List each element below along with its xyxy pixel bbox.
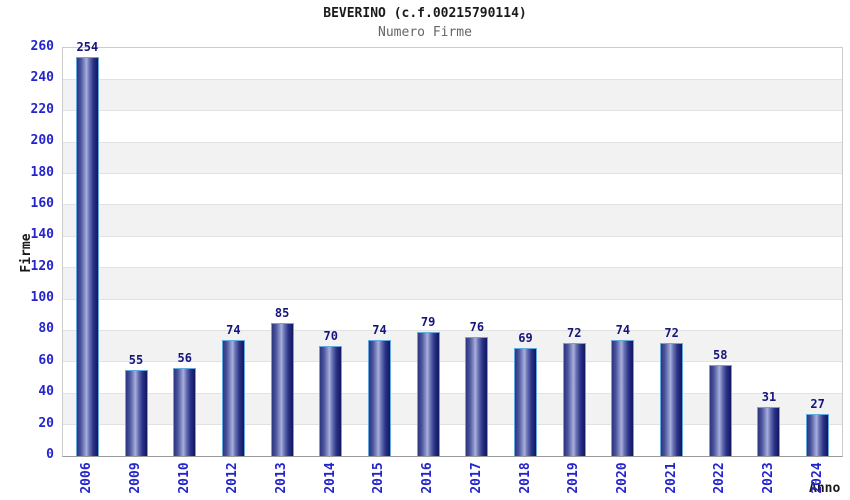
bar-value-label: 74 bbox=[615, 322, 631, 337]
chart-title: BEVERINO (c.f.00215790114) bbox=[323, 6, 527, 21]
y-tick-label: 80 bbox=[38, 321, 54, 337]
y-tick-label: 60 bbox=[38, 352, 54, 368]
y-tick-label: 100 bbox=[30, 290, 54, 306]
bar bbox=[611, 339, 635, 456]
y-tick-label: 0 bbox=[46, 447, 54, 462]
bar-value-label: 69 bbox=[518, 330, 533, 345]
gridline bbox=[63, 173, 842, 175]
bar-value-label: 72 bbox=[664, 326, 679, 341]
bar-value-label: 74 bbox=[372, 322, 387, 337]
y-tick-label: 260 bbox=[30, 39, 54, 54]
gridline bbox=[63, 424, 842, 426]
bar bbox=[806, 413, 830, 456]
bar-value-label: 27 bbox=[810, 396, 825, 411]
bar-value-label: 58 bbox=[713, 348, 728, 362]
y-tick-label: 140 bbox=[30, 227, 54, 243]
x-tick-label: 2016 bbox=[420, 462, 436, 494]
x-tick-label: 2014 bbox=[322, 462, 338, 494]
x-tick-label: 2024 bbox=[809, 462, 825, 494]
bar bbox=[124, 369, 148, 456]
x-tick-label: 2022 bbox=[712, 462, 728, 494]
gridline bbox=[63, 110, 842, 112]
plot-band bbox=[63, 79, 842, 111]
bar-value-label: 31 bbox=[761, 390, 777, 405]
y-tick-label: 20 bbox=[38, 415, 54, 431]
x-tick-label: 2013 bbox=[274, 462, 290, 494]
x-tick-label: 2018 bbox=[517, 462, 533, 494]
bar bbox=[75, 57, 99, 456]
y-tick-label: 40 bbox=[38, 384, 54, 400]
gridline bbox=[63, 329, 842, 331]
gridline bbox=[63, 235, 842, 237]
x-axis-title: Anno bbox=[809, 481, 841, 496]
bar bbox=[270, 322, 294, 456]
bar-value-label: 74 bbox=[226, 322, 241, 337]
gridline bbox=[63, 204, 842, 206]
y-tick-label: 220 bbox=[30, 101, 54, 117]
bar-value-label: 76 bbox=[469, 319, 485, 334]
bar bbox=[757, 407, 781, 456]
x-tick-label: 2020 bbox=[614, 462, 630, 494]
plot-area: 254 55 56 74 85 70 74 79 76 69 72 74 72 58 31 27 bbox=[62, 40, 843, 457]
y-tick-label: 200 bbox=[30, 133, 54, 149]
plot-band bbox=[63, 267, 842, 300]
x-tick-label: 2006 bbox=[79, 462, 95, 494]
bar-value-label: 254 bbox=[76, 40, 99, 55]
bar bbox=[416, 332, 440, 456]
bar-value-label: 72 bbox=[566, 326, 582, 341]
x-tick-label: 2023 bbox=[760, 462, 776, 494]
bar-value-label: 56 bbox=[177, 351, 192, 366]
bar bbox=[660, 343, 684, 456]
y-tick-label: 120 bbox=[30, 258, 54, 274]
bar bbox=[465, 336, 489, 456]
gridline bbox=[63, 267, 842, 269]
x-tick-label: 2021 bbox=[663, 462, 679, 494]
bar bbox=[708, 365, 732, 456]
x-tick-label: 2009 bbox=[128, 462, 144, 494]
plot-band bbox=[63, 204, 842, 237]
bar bbox=[367, 339, 391, 456]
plot-band bbox=[63, 142, 842, 174]
x-tick-label: 2017 bbox=[468, 462, 484, 494]
gridline bbox=[63, 78, 842, 80]
bar bbox=[221, 339, 245, 456]
gridline bbox=[63, 298, 842, 300]
bar-value-label: 79 bbox=[420, 315, 436, 330]
gridline bbox=[63, 141, 842, 143]
chart-subtitle: Numero Firme bbox=[378, 25, 472, 40]
bar bbox=[319, 346, 343, 456]
x-tick-label: 2012 bbox=[225, 462, 241, 494]
bar-value-label: 85 bbox=[274, 305, 290, 320]
gridline bbox=[63, 392, 842, 394]
bar-value-label: 70 bbox=[323, 329, 338, 344]
bar bbox=[173, 368, 197, 456]
y-tick-label: 180 bbox=[30, 164, 54, 180]
gridline bbox=[63, 361, 842, 363]
x-tick-label: 2019 bbox=[566, 462, 582, 494]
x-tick-label: 2015 bbox=[371, 462, 387, 494]
y-tick-label: 160 bbox=[30, 195, 54, 211]
y-tick-label: 240 bbox=[30, 70, 54, 86]
bar bbox=[562, 343, 586, 456]
bar-value-label: 55 bbox=[128, 352, 144, 367]
bar bbox=[514, 347, 538, 456]
x-tick-label: 2010 bbox=[176, 462, 192, 494]
plot-band bbox=[63, 330, 842, 362]
